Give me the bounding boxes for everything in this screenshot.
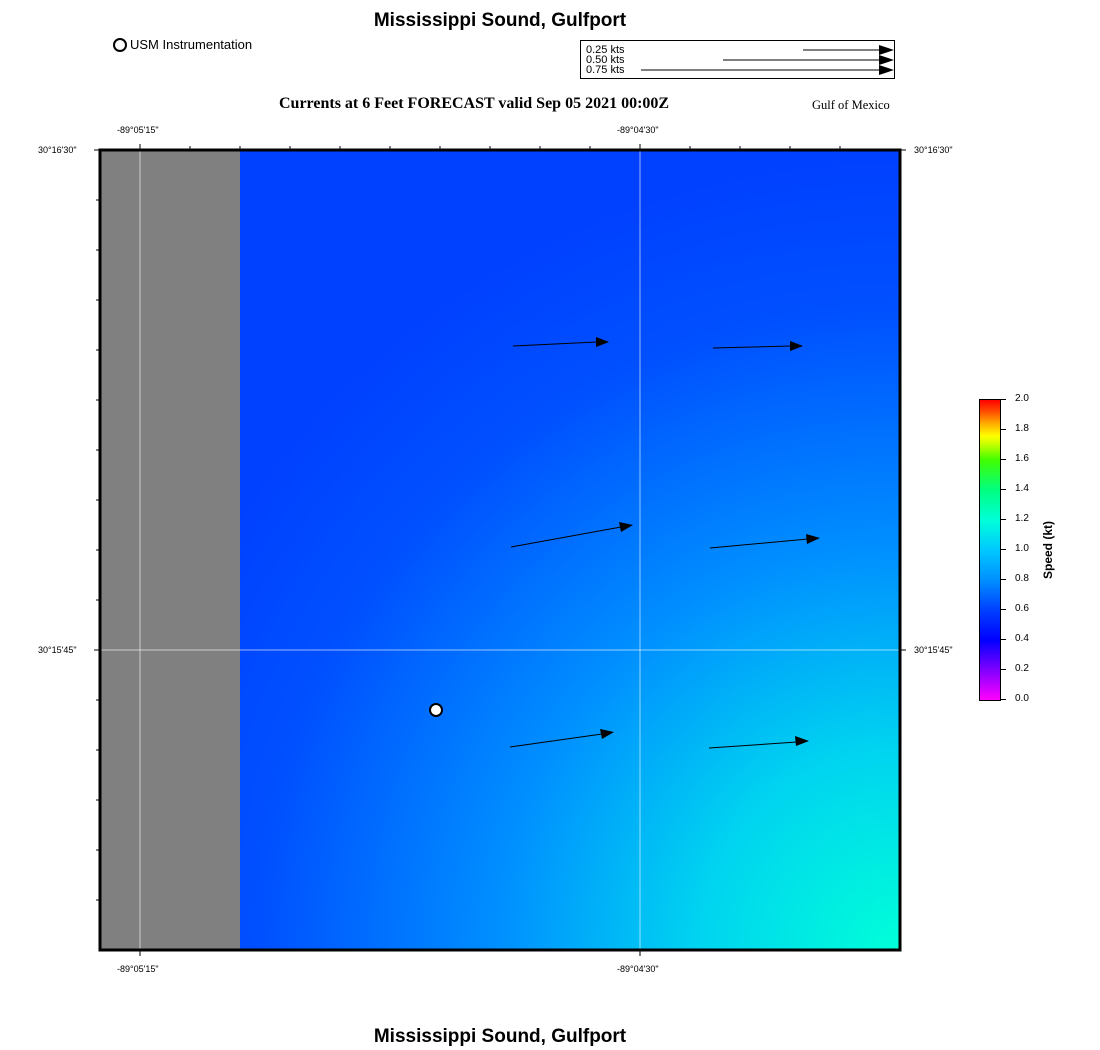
speed-colorbar <box>979 399 1001 701</box>
colorbar-tick-label: 1.0 <box>1015 543 1029 554</box>
water-area <box>240 150 900 950</box>
usm-legend-label: USM Instrumentation <box>130 37 253 52</box>
colorbar-tick-label: 0.6 <box>1015 603 1029 614</box>
graticule <box>100 150 900 950</box>
reference-arrows <box>641 45 894 75</box>
colorbar-tick-label: 0.8 <box>1015 573 1029 584</box>
colorbar-tick-label: 0.2 <box>1015 663 1029 674</box>
reference-vector-legend: 0.25 kts 0.50 kts 0.75 kts <box>580 40 895 79</box>
ref-arrow-025 <box>803 45 894 55</box>
colorbar-tick-mark <box>1000 519 1006 520</box>
colorbar-tick-label: 1.6 <box>1015 453 1029 464</box>
usm-instrument-marker[interactable] <box>429 703 443 717</box>
ref-label-025: 0.25 kts <box>586 44 625 56</box>
region-label: Gulf of Mexico <box>812 98 890 112</box>
colorbar-tick-mark <box>1000 429 1006 430</box>
colorbar-tick-mark <box>1000 459 1006 460</box>
lat-tick-right-2: 30°15'45" <box>914 645 953 655</box>
current-arrow <box>712 341 803 351</box>
colorbar-tick-label: 1.8 <box>1015 423 1029 434</box>
colorbar-tick-mark <box>1000 489 1006 490</box>
ref-arrow-075 <box>641 65 894 75</box>
ref-arrow-050 <box>723 55 894 65</box>
current-vectors <box>509 337 820 749</box>
current-arrow <box>509 729 614 748</box>
colorbar-tick-label: 0.0 <box>1015 693 1029 704</box>
lon-tick-top-1: -89°05'15" <box>117 125 159 135</box>
current-arrow <box>510 522 633 548</box>
colorbar-tick-mark <box>1000 639 1006 640</box>
frame-ticks <box>94 144 906 956</box>
colorbar-tick-label: 0.4 <box>1015 633 1029 644</box>
colorbar-title: Speed (kt) <box>1041 520 1055 580</box>
usm-legend: USM Instrumentation <box>113 37 252 52</box>
land-area <box>100 150 240 950</box>
lon-tick-bottom-2: -89°04'30" <box>617 964 659 974</box>
colorbar-tick-label: 1.2 <box>1015 513 1029 524</box>
footer-title: Mississippi Sound, Gulfport <box>373 1026 627 1047</box>
lon-tick-bottom-1: -89°05'15" <box>117 964 159 974</box>
colorbar-tick-label: 1.4 <box>1015 483 1029 494</box>
map-title: Mississippi Sound, Gulfport <box>373 10 627 31</box>
current-arrow <box>709 534 820 549</box>
lon-tick-top-2: -89°04'30" <box>617 125 659 135</box>
usm-marker-icon <box>113 37 127 52</box>
colorbar-tick-mark <box>1000 699 1006 700</box>
colorbar-tick-mark <box>1000 609 1006 610</box>
ref-label-050: 0.50 kts <box>586 54 625 66</box>
colorbar-tick-mark <box>1000 549 1006 550</box>
lat-tick-left-2: 30°15'45" <box>38 645 77 655</box>
current-arrow <box>708 736 809 749</box>
colorbar-tick-mark <box>1000 669 1006 670</box>
colorbar-tick-mark <box>1000 399 1006 400</box>
current-arrow <box>512 337 609 347</box>
lat-tick-right-1: 30°16'30" <box>914 145 953 155</box>
ref-label-075: 0.75 kts <box>586 64 625 76</box>
colorbar-tick-mark <box>1000 579 1006 580</box>
forecast-title: Currents at 6 Feet FORECAST valid Sep 05… <box>279 95 670 112</box>
lat-tick-left-1: 30°16'30" <box>38 145 77 155</box>
colorbar-tick-label: 2.0 <box>1015 393 1029 404</box>
